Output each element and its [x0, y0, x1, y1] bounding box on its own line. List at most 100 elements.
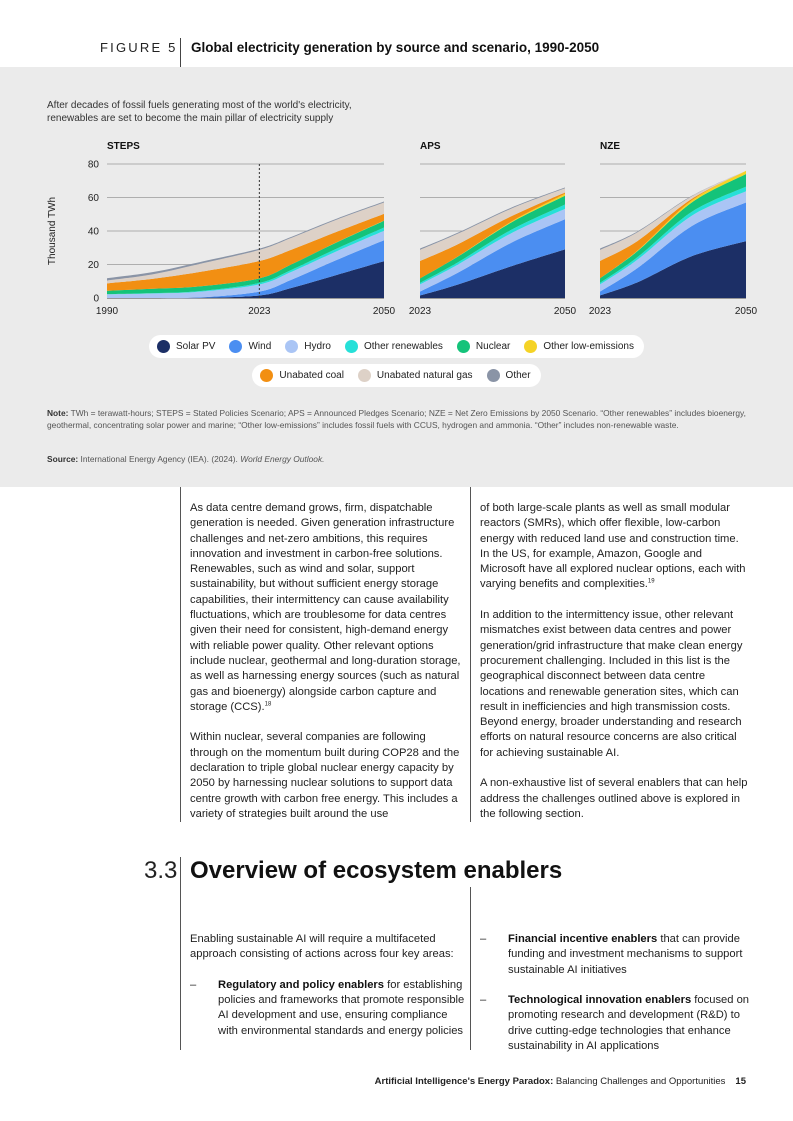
legend-swatch — [486, 369, 500, 382]
y-tick-label: 40 — [88, 227, 100, 238]
section-column-left: Enabling sustainable AI will require a m… — [190, 932, 465, 1039]
figure-note: Note: TWh = terawatt-hours; STEPS = Stat… — [47, 407, 747, 431]
area-wind — [600, 202, 746, 296]
area-other-renewables — [600, 186, 746, 285]
area-solar-pv — [107, 261, 384, 299]
figure-label: FIGURE 5 — [100, 40, 178, 55]
electricity-generation-chart: Thousand TWh 0 20 40 60 80 STEPS 1990 2023 2050 AP… — [47, 141, 758, 317]
legend-swatch — [157, 340, 171, 353]
footer-subtitle: Balancing Challenges and Opportunities — [553, 1076, 726, 1087]
x-tick-label: 1990 — [96, 306, 119, 317]
paragraph: of both large-scale plants as well as sm… — [480, 501, 750, 593]
figure-title: Global electricity generation by source … — [191, 40, 600, 55]
legend-label: Unabated coal — [279, 370, 344, 381]
legend-row-2: Unabated coal Unabated natural gas Other — [0, 364, 793, 387]
figure-source: Source: International Energy Agency (IEA… — [47, 454, 324, 464]
area-nuclear — [420, 195, 565, 283]
area-unabated-coal — [107, 213, 384, 291]
body-column-left: As data centre demand grows, firm, dispa… — [190, 501, 462, 838]
panel-title-steps: STEPS — [107, 141, 140, 152]
legend-swatch — [344, 340, 358, 353]
page-footer: Artificial Intelligence's Energy Paradox… — [375, 1076, 746, 1087]
legend-swatch — [260, 369, 274, 382]
figure-divider — [180, 38, 181, 67]
column-rule-right-2 — [470, 887, 471, 1050]
panel-title-aps: APS — [420, 141, 441, 152]
bullet-dash: – — [190, 978, 197, 991]
legend-label: Nuclear — [475, 341, 511, 352]
bullet-bold: Financial incentive enablers — [508, 933, 658, 945]
area-other-low-emissions — [420, 193, 565, 279]
column-rule-left — [180, 487, 181, 822]
area-hydro — [420, 208, 565, 292]
x-tick-label: 2050 — [735, 306, 758, 317]
section-intro: Enabling sustainable AI will require a m… — [190, 933, 454, 961]
legend-row-1: Solar PV Wind Hydro Other renewables Nuclear… — [0, 335, 793, 358]
figure-subtitle: After decades of fossil fuels generating… — [47, 100, 352, 124]
figure-header: FIGURE 5 Global electricity generation b… — [0, 0, 793, 67]
area-unabated-coal — [600, 170, 746, 279]
legend-swatch — [357, 369, 371, 382]
legend-item: Other low-emissions — [524, 340, 634, 353]
area-wind — [107, 240, 384, 299]
section-number: 3.3 — [144, 857, 178, 884]
y-tick-label: 20 — [88, 260, 100, 271]
y-tick-label: 60 — [88, 193, 100, 204]
legend-swatch — [229, 340, 243, 353]
area-hydro — [600, 191, 746, 292]
bullet-bold: Technological innovation enablers — [508, 994, 692, 1007]
legend-item: Unabated coal — [260, 369, 344, 382]
bullet-item: – Technological innovation enablers focu… — [480, 993, 750, 1054]
y-axis-label: Thousand TWh — [47, 197, 58, 265]
legend-label: Other — [505, 370, 531, 381]
legend-label: Other renewables — [363, 341, 443, 352]
legend-item: Unabated natural gas — [357, 369, 473, 382]
panel-title-nze: NZE — [600, 141, 620, 152]
area-nuclear — [600, 174, 746, 283]
legend-item: Solar PV — [157, 340, 215, 353]
paragraph: As data centre demand grows, firm, dispa… — [190, 501, 462, 715]
area-wind — [420, 219, 565, 296]
figure-panel: After decades of fossil fuels generating… — [0, 67, 793, 487]
legend-label: Wind — [248, 341, 272, 352]
legend-item: Hydro — [285, 340, 331, 353]
section-divider — [180, 857, 181, 887]
area-unabated-natural-gas — [600, 170, 746, 261]
column-rule-left-2 — [180, 887, 181, 1050]
bullet-item: – Regulatory and policy enablers for est… — [190, 978, 465, 1039]
legend-pill-2: Unabated coal Unabated natural gas Other — [252, 364, 541, 387]
area-unabated-natural-gas — [420, 188, 565, 261]
x-tick-label: 2050 — [373, 306, 396, 317]
bullet-text: focused on promoting research and develo… — [508, 994, 750, 1053]
footnote-ref: 18 — [264, 701, 272, 708]
bullet-text: that can provide funding and investment … — [508, 933, 743, 976]
bullet-dash: – — [480, 994, 487, 1007]
legend-label: Other low-emissions — [543, 341, 634, 352]
legend-item: Wind — [229, 340, 271, 353]
area-other — [420, 187, 565, 250]
section-column-right: – Financial incentive enablers that can … — [480, 932, 750, 1054]
x-tick-label: 2023 — [248, 306, 271, 317]
note-text: TWh = terawatt-hours; STEPS = Stated Pol… — [47, 408, 746, 430]
paragraph-text: of both large-scale plants as well as sm… — [480, 502, 746, 591]
bullet-item: – Financial incentive enablers that can … — [480, 932, 750, 978]
paragraph: A non-exhaustive list of several enabler… — [480, 777, 748, 820]
note-label: Note: — [47, 408, 69, 418]
bullet-bold: Regulatory and policy enablers — [218, 978, 384, 991]
source-title: World Energy Outlook. — [240, 454, 325, 464]
paragraph: In addition to the intermittency issue, … — [480, 609, 743, 759]
bullet-dash: – — [480, 933, 487, 945]
legend-item: Nuclear — [456, 340, 511, 353]
footnote-ref: 19 — [647, 578, 655, 585]
legend-label: Hydro — [304, 341, 331, 352]
bullet-text: for establishing policies and frameworks… — [218, 978, 465, 1037]
paragraph: Within nuclear, several companies are fo… — [190, 731, 460, 820]
column-rule-right — [470, 487, 471, 822]
area-solar-pv — [600, 241, 746, 298]
source-text: International Energy Agency (IEA). (2024… — [80, 454, 241, 464]
y-tick-label: 80 — [88, 160, 100, 171]
area-other-low-emissions — [600, 170, 746, 279]
legend-swatch — [456, 340, 470, 353]
area-other-renewables — [420, 204, 565, 285]
legend-item: Other — [486, 369, 531, 382]
